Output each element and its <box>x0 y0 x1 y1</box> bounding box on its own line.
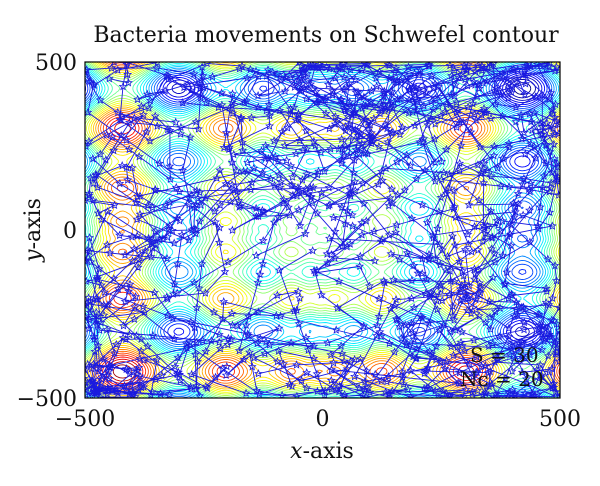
x-tick-label: −500 <box>55 407 115 432</box>
bacterium-path <box>85 67 427 184</box>
bacteria-trajectories <box>85 62 560 398</box>
plot-frame <box>84 61 561 399</box>
x-tick-label: 0 <box>316 407 330 432</box>
axis-ticks: −500 0 500 −500 0 500 <box>17 51 581 432</box>
y-tick-label: 0 <box>63 219 77 244</box>
annotation-s: S = 30 <box>470 343 539 367</box>
bacterium-path <box>396 112 560 394</box>
bacterium-path <box>172 206 542 398</box>
bacterium-path <box>247 62 537 183</box>
bacterium-path <box>231 64 550 231</box>
bacterium-position-markers <box>85 63 489 259</box>
y-tick-label: −500 <box>17 387 77 412</box>
bacterium-position-markers <box>85 62 431 188</box>
bacterium-position-markers <box>392 108 560 398</box>
bacterium-path <box>225 253 558 396</box>
bacterium-path <box>181 63 517 271</box>
y-tick-label: 500 <box>35 51 77 76</box>
bacterium-path <box>353 96 560 398</box>
bacterium-position-markers <box>85 169 360 398</box>
x-axis-label: x-axis <box>290 439 354 464</box>
bacterium-position-markers <box>350 92 560 398</box>
bacterium-position-markers <box>85 62 251 346</box>
chart-title: Bacteria movements on Schwefel contour <box>93 23 559 48</box>
y-axis-label-rest: -axis <box>21 198 46 249</box>
bacterium-path <box>233 150 557 397</box>
bacterium-path <box>85 237 525 396</box>
x-axis-label-var: x <box>290 439 303 464</box>
bacterium-path <box>92 62 410 222</box>
bacterium-position-markers <box>85 233 528 398</box>
bacterium-position-markers <box>88 62 414 225</box>
bacterium-path <box>85 170 290 321</box>
annotation-nc: Nc = 20 <box>460 367 544 391</box>
bacterium-position-markers <box>85 243 526 398</box>
x-axis-label-rest: -axis <box>303 439 354 464</box>
x-tick-label: 500 <box>539 407 581 432</box>
y-axis-label-var: y <box>21 249 46 263</box>
plot-area <box>85 62 560 398</box>
bacterium-path <box>86 247 523 398</box>
bacterium-path <box>85 62 248 343</box>
y-axis-label: y-axis <box>21 198 46 263</box>
bacterium-path <box>136 62 530 241</box>
bacterium-position-markers <box>219 62 545 327</box>
bacterium-position-markers <box>85 240 556 398</box>
bacterium-position-markers <box>221 249 560 398</box>
